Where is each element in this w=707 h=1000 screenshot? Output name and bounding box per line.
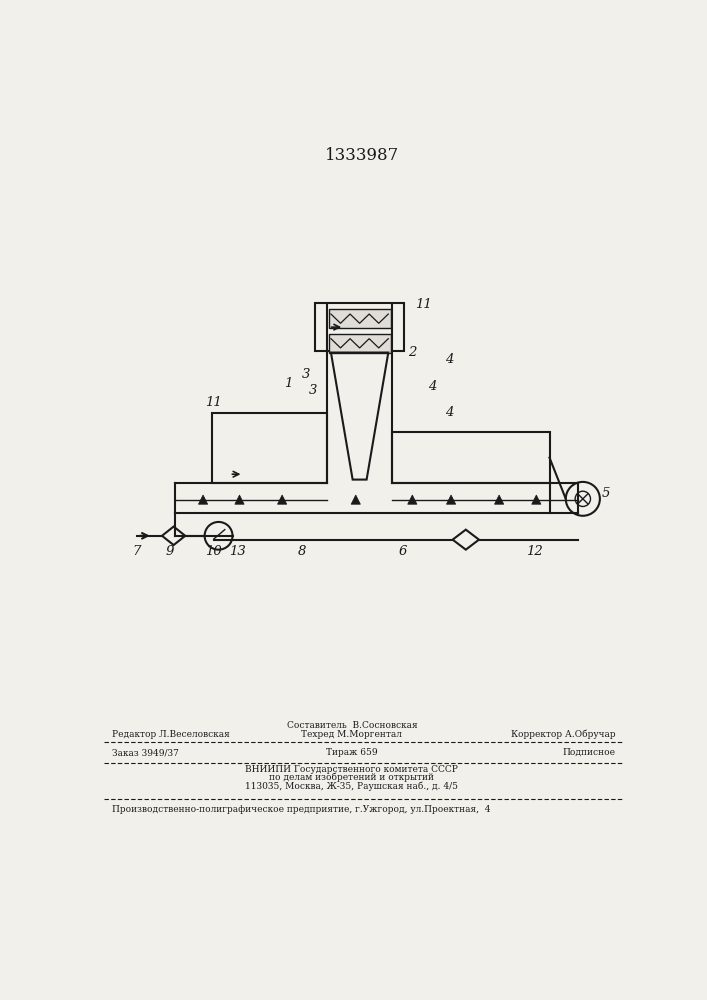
Bar	[315, 303, 404, 351]
Polygon shape	[494, 495, 504, 504]
Text: Заказ 3949/37: Заказ 3949/37	[112, 748, 178, 757]
Polygon shape	[235, 495, 244, 504]
Bar	[329, 334, 391, 353]
Text: 11: 11	[204, 396, 221, 409]
Text: по делам изобретений и открытий: по делам изобретений и открытий	[269, 773, 434, 782]
Polygon shape	[532, 495, 541, 504]
Polygon shape	[199, 495, 208, 504]
Text: 4: 4	[428, 379, 436, 392]
Text: 4: 4	[445, 353, 453, 366]
Text: 1: 1	[284, 377, 293, 390]
Text: 6: 6	[398, 545, 407, 558]
Polygon shape	[446, 495, 456, 504]
Polygon shape	[351, 495, 361, 504]
Text: Техред М.Моргентал: Техред М.Моргентал	[301, 730, 402, 739]
Text: Тираж 659: Тираж 659	[326, 748, 378, 757]
Text: 3: 3	[301, 368, 310, 381]
Text: 8: 8	[298, 545, 306, 558]
Polygon shape	[277, 495, 287, 504]
Text: 13: 13	[230, 545, 246, 558]
Text: 12: 12	[526, 545, 543, 558]
Text: 10: 10	[204, 545, 221, 558]
Polygon shape	[408, 495, 417, 504]
Bar	[329, 309, 391, 328]
Bar	[392, 432, 549, 483]
Bar	[212, 413, 327, 483]
Text: 5: 5	[602, 487, 610, 500]
Text: Редактор Л.Веселовская: Редактор Л.Веселовская	[112, 730, 229, 739]
Text: Составитель  В.Сосновская: Составитель В.Сосновская	[286, 721, 417, 730]
Text: 11: 11	[416, 298, 432, 311]
Text: ВНИИПИ Государственного комитета СССР: ВНИИПИ Государственного комитета СССР	[245, 765, 458, 774]
Text: 9: 9	[165, 545, 173, 558]
Text: 1333987: 1333987	[325, 147, 399, 164]
Text: Подписное: Подписное	[562, 748, 615, 757]
Text: Корректор А.Обручар: Корректор А.Обручар	[510, 730, 615, 739]
Text: 3: 3	[309, 384, 317, 397]
Text: Производственно-полиграфическое предприятие, г.Ужгород, ул.Проектная,  4: Производственно-полиграфическое предприя…	[112, 805, 490, 814]
Text: 7: 7	[132, 545, 141, 558]
Text: 4: 4	[445, 406, 453, 419]
Text: 2: 2	[408, 346, 416, 359]
Text: 113035, Москва, Ж-35, Раушская наб., д. 4/5: 113035, Москва, Ж-35, Раушская наб., д. …	[245, 781, 458, 791]
